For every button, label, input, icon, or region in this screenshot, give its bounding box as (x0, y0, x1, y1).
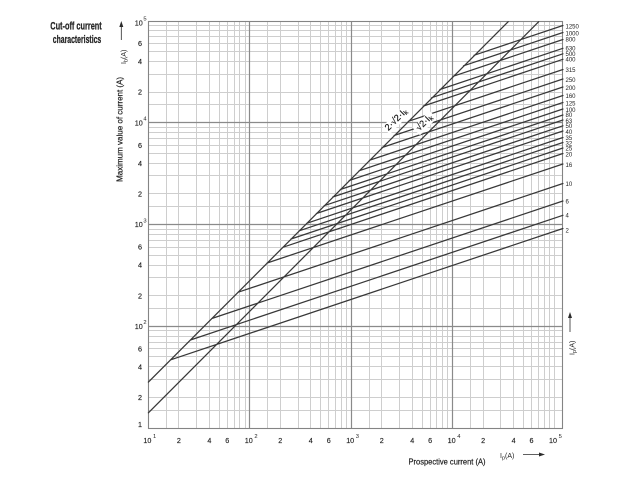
svg-text:6: 6 (138, 141, 142, 150)
svg-text:200: 200 (566, 86, 577, 92)
svg-text:6: 6 (327, 436, 331, 445)
svg-text:6: 6 (530, 436, 534, 445)
svg-text:10: 10 (143, 436, 151, 445)
svg-text:Ib(A): Ib(A) (121, 50, 129, 64)
svg-text:3: 3 (356, 434, 359, 440)
svg-text:10: 10 (245, 436, 253, 445)
svg-text:Ip(A): Ip(A) (500, 453, 514, 461)
svg-text:4: 4 (138, 261, 142, 270)
svg-text:10: 10 (566, 182, 573, 188)
svg-text:2: 2 (380, 436, 384, 445)
svg-text:4: 4 (566, 214, 570, 220)
svg-text:10: 10 (135, 220, 143, 229)
svg-text:6: 6 (225, 436, 229, 445)
svg-text:6: 6 (138, 39, 142, 48)
svg-text:2: 2 (138, 393, 142, 402)
svg-text:32: 32 (566, 141, 573, 147)
svg-text:3: 3 (143, 218, 146, 224)
svg-text:40: 40 (566, 130, 573, 136)
svg-text:10: 10 (135, 118, 143, 127)
svg-text:50: 50 (566, 124, 573, 130)
svg-text:4: 4 (512, 436, 516, 445)
svg-text:Cut-off current: Cut-off current (50, 21, 102, 33)
svg-text:2: 2 (138, 190, 142, 199)
svg-text:630: 630 (566, 47, 577, 53)
svg-text:250: 250 (566, 78, 577, 84)
svg-text:16: 16 (566, 163, 573, 169)
svg-text:315: 315 (566, 68, 577, 74)
svg-text:4: 4 (457, 434, 461, 440)
svg-text:1250: 1250 (566, 24, 580, 30)
svg-text:63: 63 (566, 119, 573, 125)
svg-text:4: 4 (309, 436, 313, 445)
svg-text:4: 4 (138, 159, 142, 168)
svg-text:5: 5 (559, 434, 562, 440)
svg-text:4: 4 (138, 57, 142, 66)
svg-text:2: 2 (278, 436, 282, 445)
svg-text:1: 1 (138, 420, 142, 429)
svg-text:20: 20 (566, 152, 573, 158)
svg-text:Prospective current (A): Prospective current (A) (409, 458, 486, 467)
svg-text:25: 25 (566, 146, 573, 152)
svg-text:2: 2 (143, 320, 146, 326)
svg-text:6: 6 (138, 345, 142, 354)
svg-text:6: 6 (138, 243, 142, 252)
svg-text:10: 10 (135, 18, 143, 27)
svg-text:6: 6 (566, 200, 570, 206)
svg-text:6: 6 (428, 436, 432, 445)
svg-text:35: 35 (566, 136, 573, 142)
svg-text:500: 500 (566, 52, 577, 58)
svg-text:80: 80 (566, 113, 573, 119)
svg-text:4: 4 (410, 436, 414, 445)
svg-text:Ip(A): Ip(A) (570, 341, 578, 355)
svg-text:125: 125 (566, 101, 577, 107)
svg-text:400: 400 (566, 58, 577, 64)
svg-text:1: 1 (153, 434, 156, 440)
svg-text:Maximum value of current (A): Maximum value of current (A) (116, 77, 125, 182)
svg-text:4: 4 (143, 117, 147, 123)
svg-text:100: 100 (566, 108, 577, 114)
svg-text:4: 4 (207, 436, 211, 445)
svg-text:1000: 1000 (566, 31, 580, 37)
svg-text:2: 2 (566, 229, 570, 235)
svg-text:800: 800 (566, 38, 577, 44)
svg-text:2: 2 (177, 436, 181, 445)
svg-text:2: 2 (138, 291, 142, 300)
svg-text:160: 160 (566, 94, 577, 100)
svg-text:characteristics: characteristics (53, 34, 102, 46)
svg-text:4: 4 (138, 362, 142, 371)
svg-text:10: 10 (346, 436, 354, 445)
svg-text:10: 10 (135, 322, 143, 331)
svg-text:10: 10 (549, 436, 557, 445)
svg-text:10: 10 (448, 436, 456, 445)
svg-text:5: 5 (143, 17, 146, 23)
svg-text:2: 2 (138, 88, 142, 97)
svg-text:2: 2 (254, 434, 257, 440)
svg-text:2: 2 (481, 436, 485, 445)
